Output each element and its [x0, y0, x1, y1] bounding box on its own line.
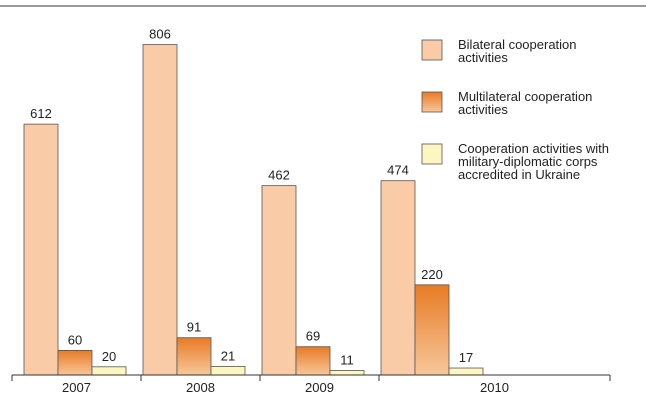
legend-label-series-3-line-3: accredited in Ukraine: [458, 167, 580, 182]
data-label-2007-series-2: 60: [68, 332, 82, 347]
bar-2007-series-3: [91, 366, 127, 376]
legend-label-series-2-line-1: Multilateral cooperation: [458, 89, 592, 104]
legend-label-series-1-line-1: Bilateral cooperation: [458, 37, 577, 52]
bar-2009-series-2: [295, 346, 331, 376]
bar-2010-series-2: [414, 284, 450, 376]
data-label-2007-series-1: 612: [30, 106, 52, 121]
data-label-2009-series-3: 11: [340, 352, 354, 367]
bar-2009-series-3: [329, 370, 365, 376]
legend-label-series-2-line-2: activities: [458, 102, 508, 117]
data-label-2010-series-3: 17: [459, 350, 473, 365]
data-label-2010-series-1: 474: [387, 163, 409, 178]
data-label-2009-series-2: 69: [306, 329, 320, 344]
x-tick-label-2010: 2010: [480, 380, 509, 395]
bar-2008-series-2: [176, 337, 212, 376]
x-tick-label-2009: 2009: [305, 380, 334, 395]
x-tick-label-2007: 2007: [62, 380, 91, 395]
bar-2008-series-1: [142, 44, 178, 376]
legend-swatch-series-1: [421, 39, 443, 61]
legend-label-series-3-line-1: Cooperation activities with: [458, 141, 609, 156]
data-label-2008-series-2: 91: [187, 320, 201, 335]
bar-2010-series-3: [448, 367, 484, 376]
legend-label-series-1-line-2: activities: [458, 50, 508, 65]
legend-label-series-3-line-2: military-diplomatic corps: [458, 154, 598, 169]
x-tick-label-2008: 2008: [186, 380, 215, 395]
data-label-2009-series-1: 462: [268, 168, 290, 183]
data-label-2008-series-1: 806: [149, 27, 171, 42]
bar-2010-series-1: [380, 180, 416, 376]
legend-swatch-series-3: [421, 143, 443, 165]
legend-swatch-series-2: [421, 91, 443, 113]
data-label-2010-series-2: 220: [421, 267, 443, 282]
data-label-2007-series-3: 20: [102, 349, 116, 364]
bar-2007-series-1: [23, 123, 59, 376]
bar-2007-series-2: [57, 350, 93, 376]
bar-2009-series-1: [261, 185, 297, 376]
bars: 612 60 20 806 91 21 462 69 11 474 220 17: [23, 27, 484, 376]
x-axis-ticks: 2007 2008 2009 2010: [11, 375, 611, 395]
data-label-2008-series-3: 21: [221, 348, 235, 363]
legend: Bilateral cooperationactivitiesMultilate…: [421, 37, 609, 182]
bar-2008-series-3: [210, 365, 246, 376]
